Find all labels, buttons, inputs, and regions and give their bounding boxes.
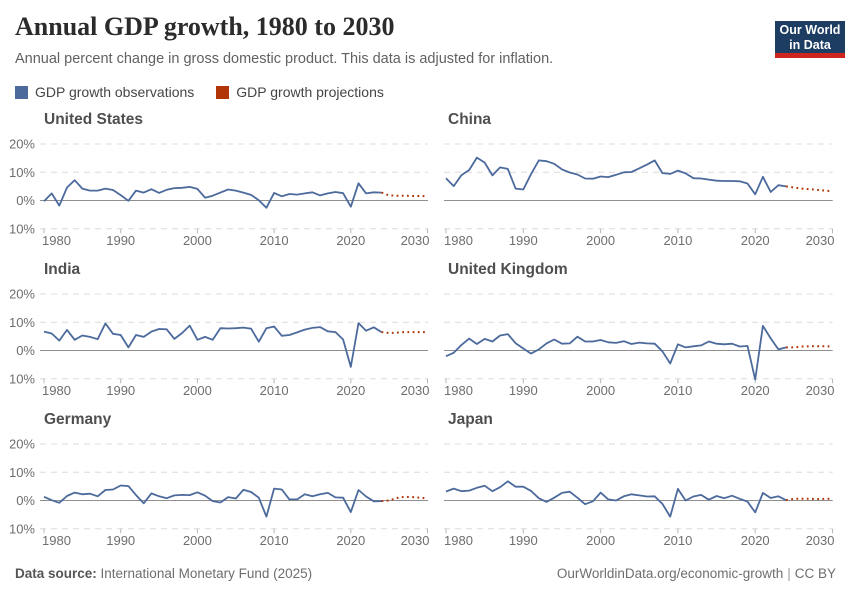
y-axis-tick-label: 0%	[16, 193, 35, 208]
x-axis-tick-label: 1980	[42, 233, 71, 248]
observations-line[interactable]	[445, 325, 787, 381]
y-axis-tick-label: 20%	[10, 437, 35, 452]
x-axis-tick-label: 2020	[336, 383, 365, 398]
x-axis-tick-label: 1980	[444, 383, 473, 398]
x-axis-tick-label: 2010	[260, 533, 289, 548]
x-axis-tick-label: 2000	[183, 233, 212, 248]
x-axis-tick-label: 2030	[401, 533, 430, 548]
china-line-chart: 1980 1990 2000 2010 2020 2030	[444, 143, 834, 248]
owid-logo[interactable]: Our World in Data	[775, 21, 845, 58]
owid-logo-line1: Our World	[779, 23, 841, 37]
data-source-label: Data source:	[15, 566, 97, 581]
x-axis-tick-label: 2030	[806, 383, 834, 398]
x-axis-tick-label: 1990	[509, 233, 538, 248]
observations-line[interactable]	[43, 179, 382, 209]
united-kingdom-line-chart: 1980 1990 2000 2010 2020 2030	[444, 293, 834, 398]
projections-line[interactable]	[786, 345, 833, 349]
x-axis-tick-label: 1990	[106, 233, 135, 248]
observations-line[interactable]	[445, 480, 787, 518]
x-axis-tick-label: 2000	[183, 383, 212, 398]
x-axis-tick-label: 1990	[106, 533, 135, 548]
y-axis-tick-label: -10%	[10, 221, 35, 236]
panel-title: India	[44, 261, 81, 278]
projections-line[interactable]	[381, 331, 428, 334]
license-link[interactable]: CC BY	[794, 566, 836, 581]
legend: GDP growth observations GDP growth proje…	[15, 84, 384, 100]
x-axis-tick-label: 1990	[509, 383, 538, 398]
panel-title: United States	[44, 111, 144, 128]
x-axis-tick-label: 2000	[586, 383, 615, 398]
y-axis-tick-label: -10%	[10, 521, 35, 536]
footer: Data source: International Monetary Fund…	[15, 566, 836, 581]
x-axis-tick-label: 1980	[42, 383, 71, 398]
legend-item-observations: GDP growth observations	[15, 84, 194, 100]
y-axis-tick-label: 10%	[10, 315, 35, 330]
projections-swatch-icon	[216, 85, 230, 99]
data-source-value: International Monetary Fund (2025)	[96, 566, 313, 581]
panel-united-kingdom: United Kingdom 1980 1990 2000 2010 2020 2030	[444, 258, 834, 402]
page-title: Annual GDP growth, 1980 to 2030	[15, 12, 395, 41]
observations-line[interactable]	[445, 156, 787, 196]
panel-japan: Japan 1980 1990 2000 2010 2020 2030	[444, 408, 834, 552]
x-axis-tick-label: 2000	[183, 533, 212, 548]
panel-title: Germany	[44, 411, 112, 428]
x-axis-tick-label: 2020	[336, 233, 365, 248]
data-source: Data source: International Monetary Fund…	[15, 566, 312, 581]
y-axis-tick-label: 0%	[16, 493, 35, 508]
x-axis-tick-label: 2030	[806, 533, 834, 548]
projections-line[interactable]	[785, 185, 833, 193]
footer-links: OurWorldinData.org/economic-growth | CC BY	[557, 566, 836, 581]
x-axis-tick-label: 2010	[663, 533, 692, 548]
india-line-chart: 20% 10% 0% -10% 1980 1990 2000 2010 2020 2030	[10, 287, 430, 399]
x-axis-tick-label: 2020	[741, 233, 770, 248]
x-axis-tick-label: 1990	[509, 533, 538, 548]
united-states-line-chart: 20% 10% 0% -10% 1980 1990 2000 2010 2020 2030	[10, 137, 430, 249]
x-axis-tick-label: 2030	[401, 233, 430, 248]
panel-title: China	[448, 111, 492, 128]
x-axis-tick-label: 2010	[663, 383, 692, 398]
x-axis-tick-label: 2030	[806, 233, 834, 248]
observations-swatch-icon	[15, 85, 28, 99]
projections-line[interactable]	[785, 497, 833, 502]
x-axis-tick-label: 1990	[106, 383, 135, 398]
x-axis-tick-label: 2030	[401, 383, 430, 398]
y-axis-tick-label: 20%	[10, 287, 35, 302]
x-axis-tick-label: 2000	[586, 533, 615, 548]
panel-title: Japan	[448, 411, 493, 428]
x-axis-tick-label: 1980	[42, 533, 71, 548]
x-axis-tick-label: 2000	[586, 233, 615, 248]
panel-title: United Kingdom	[448, 261, 568, 278]
panel-germany: Germany 20% 10% 0% -10% 1980 1990 2000 2010 2020…	[10, 408, 430, 552]
y-axis-tick-label: 0%	[16, 343, 35, 358]
panel-india: India 20%10%0%-10%1980199020002010202020…	[10, 258, 430, 402]
x-axis-tick-label: 2020	[741, 383, 770, 398]
germany-line-chart: 20% 10% 0% -10% 1980 1990 2000 2010 2020 2030	[10, 437, 430, 549]
panel-united-states: United States 20%10%0%-10%19801990200020…	[10, 108, 430, 252]
x-axis-tick-label: 2020	[336, 533, 365, 548]
x-axis-tick-label: 2010	[663, 233, 692, 248]
japan-line-chart: 1980 1990 2000 2010 2020 2030	[444, 443, 834, 548]
y-axis-tick-label: -10%	[10, 371, 35, 386]
y-axis-tick-label: 10%	[10, 465, 35, 480]
y-axis-tick-label: 20%	[10, 137, 35, 152]
legend-label: GDP growth observations	[35, 84, 195, 100]
owid-logo-line2: in Data	[789, 37, 831, 52]
owid-url-link[interactable]: OurWorldinData.org/economic-growth	[556, 566, 784, 581]
x-axis-tick-label: 2020	[741, 533, 770, 548]
observations-line[interactable]	[43, 322, 382, 368]
x-axis-tick-label: 1980	[444, 233, 473, 248]
footer-separator: |	[787, 566, 791, 581]
projections-line[interactable]	[381, 191, 428, 198]
page-subtitle: Annual percent change in gross domestic …	[15, 51, 554, 67]
panel-china: China 1980 1990 2000 2010 2020 2030	[444, 108, 834, 252]
legend-item-projections: GDP growth projections	[216, 84, 384, 100]
legend-label: GDP growth projections	[236, 84, 384, 100]
y-axis-tick-label: 10%	[10, 165, 35, 180]
x-axis-tick-label: 2010	[260, 233, 289, 248]
observations-line[interactable]	[43, 484, 382, 518]
x-axis-tick-label: 1980	[444, 533, 473, 548]
x-axis-tick-label: 2010	[260, 383, 289, 398]
